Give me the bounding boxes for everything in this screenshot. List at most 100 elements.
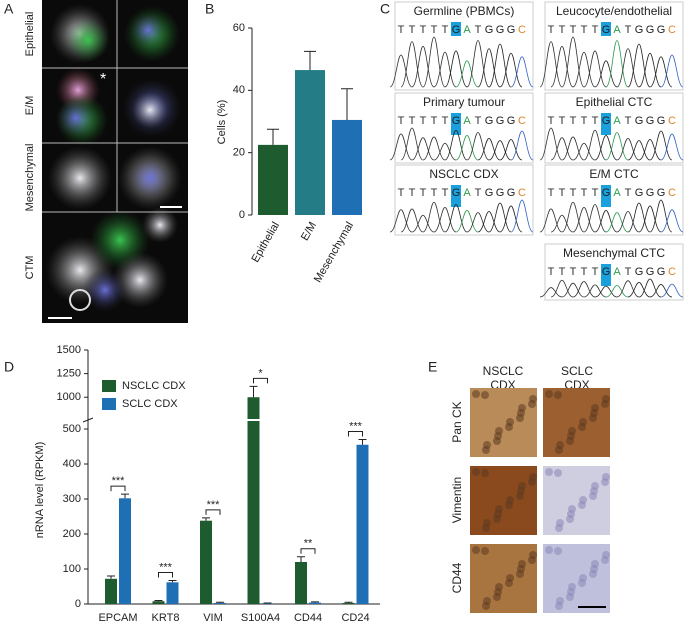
peak	[561, 201, 585, 233]
y-tick-label: 200	[63, 528, 81, 540]
bar	[166, 582, 179, 604]
bar	[309, 602, 321, 604]
highlight	[601, 113, 611, 135]
base-letter: T	[592, 115, 599, 127]
base-letter: T	[548, 115, 555, 127]
nucleus	[545, 546, 553, 554]
ihc-image	[543, 544, 610, 613]
peak	[455, 210, 479, 233]
peak	[411, 214, 435, 233]
peak	[539, 287, 563, 298]
base-letter: T	[409, 115, 416, 127]
y-tick-label: 20	[233, 147, 245, 159]
bar	[332, 119, 362, 215]
base-letter: T	[625, 187, 632, 199]
nucleus	[554, 547, 562, 555]
peak	[583, 50, 607, 88]
peak	[594, 210, 618, 233]
base-letter: T	[570, 187, 577, 199]
ihc-image	[470, 544, 537, 613]
significance: *	[258, 367, 263, 379]
base-letter: G	[602, 115, 611, 127]
base-letter: G	[646, 187, 655, 199]
peak	[510, 130, 534, 161]
highlight	[601, 264, 611, 286]
bar	[295, 70, 325, 215]
base-letter: C	[668, 266, 676, 278]
peak	[477, 138, 501, 161]
base-letter: T	[398, 187, 405, 199]
peak	[550, 214, 574, 233]
base-letter: T	[581, 187, 588, 199]
row-label: CD44	[450, 562, 464, 593]
x-tick-label: S100A4	[241, 612, 280, 624]
peak	[455, 60, 479, 88]
panel-label: C	[380, 1, 390, 17]
base-letter: G	[657, 115, 666, 127]
nucleus	[481, 391, 489, 399]
y-tick-label: 400	[63, 458, 81, 470]
base-letter: T	[570, 266, 577, 278]
nucleus	[505, 579, 513, 587]
peak	[499, 205, 523, 233]
trace-frame	[394, 164, 534, 236]
base-letter: G	[507, 187, 516, 199]
break-gap	[246, 419, 261, 421]
y-tick-label: 60	[233, 22, 245, 34]
nucleus	[566, 515, 574, 523]
base-letter: G	[602, 187, 611, 199]
nucleus	[482, 524, 490, 532]
trace-title: Leucocyte/endothelial	[556, 4, 672, 18]
error-bar	[216, 601, 224, 603]
nucleus	[516, 492, 524, 500]
error-bar	[304, 50, 316, 71]
peak	[594, 135, 618, 161]
nucleus	[505, 423, 513, 431]
nucleus	[481, 547, 489, 555]
nucleus	[545, 390, 553, 398]
peak	[444, 204, 468, 233]
base-letter: T	[398, 24, 405, 36]
base-letter: T	[409, 187, 416, 199]
bar	[105, 578, 117, 604]
base-letter: T	[559, 266, 566, 278]
peak	[433, 51, 457, 88]
peak	[550, 137, 574, 161]
significance-bracket	[158, 572, 173, 578]
base-letter: T	[420, 24, 427, 36]
peak	[605, 212, 629, 233]
base-letter: G	[485, 115, 494, 127]
peak	[499, 139, 523, 161]
micrographs	[42, 0, 188, 323]
base-letter: T	[442, 115, 449, 127]
base-letter: A	[613, 187, 621, 199]
base-letter: T	[409, 24, 416, 36]
peak	[649, 130, 673, 161]
base-letter: T	[420, 187, 427, 199]
highlight	[451, 22, 461, 36]
base-letter: A	[613, 266, 621, 278]
nucleus	[493, 593, 501, 601]
trace-title: E/M CTC	[589, 167, 639, 181]
y-axis-label: Cells (%)	[216, 100, 228, 145]
peak	[638, 139, 662, 161]
peak	[488, 202, 512, 233]
base-letter: T	[581, 115, 588, 127]
trace-frame	[544, 243, 684, 301]
base-letter: C	[668, 187, 676, 199]
base-letter: T	[420, 115, 427, 127]
y-tick-label: 0	[75, 598, 81, 610]
peak	[466, 132, 490, 161]
x-tick-label: Mesenchymal	[312, 220, 356, 285]
base-letter: G	[496, 115, 505, 127]
base-letter: T	[625, 266, 632, 278]
peak	[477, 48, 501, 88]
y-axis-label: nRNA level (RPKM)	[34, 442, 46, 539]
trace-title: Germline (PBMCs)	[414, 4, 515, 18]
x-tick-label: VIM	[203, 612, 223, 624]
peak	[539, 127, 563, 161]
peak	[660, 133, 684, 161]
base-letter: T	[581, 24, 588, 36]
peak	[594, 285, 618, 298]
significance: ***	[112, 475, 126, 487]
